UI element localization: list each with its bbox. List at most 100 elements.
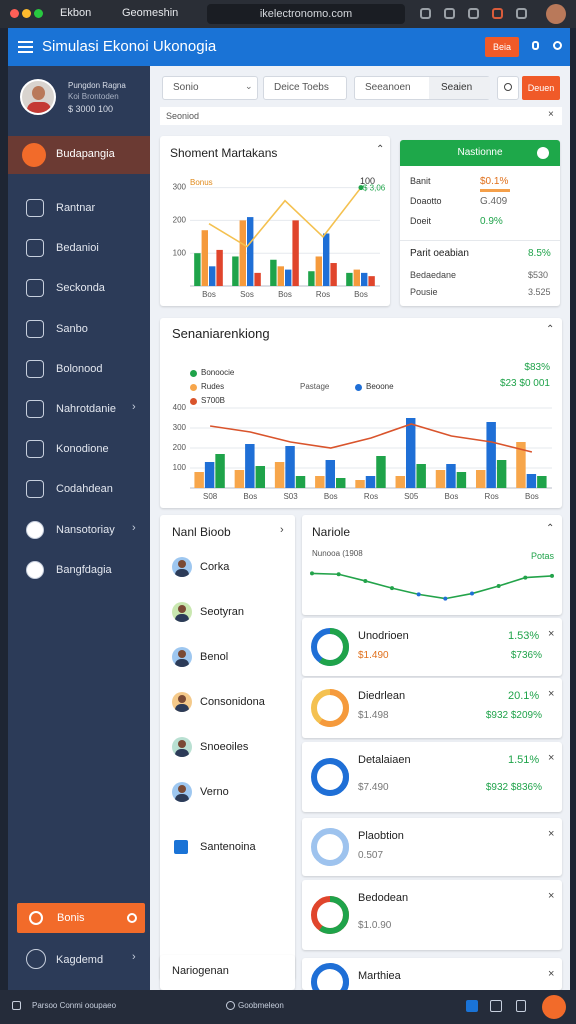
- nav-item[interactable]: Bedanioi: [8, 234, 150, 264]
- member-name[interactable]: Santenoina: [200, 841, 256, 853]
- browser-icon[interactable]: [420, 8, 431, 19]
- card-title: Shoment Martakans: [170, 146, 278, 160]
- nav-label: Kagdemd: [56, 954, 104, 966]
- trend-dot: [336, 572, 341, 577]
- window-dot: [34, 9, 43, 18]
- nav-icon: [22, 143, 46, 167]
- member-name[interactable]: Corka: [200, 561, 230, 573]
- item-change: $932 $209%: [485, 710, 542, 721]
- member-name[interactable]: Seotyran: [200, 606, 245, 618]
- chart: [310, 571, 554, 601]
- browser-icon[interactable]: [516, 8, 527, 19]
- menu-icon[interactable]: [18, 46, 33, 48]
- bar: [435, 470, 446, 488]
- chart: 100 200 300 Bos Sos Bos Ros Bos $ 3,06: [173, 183, 386, 299]
- summary-value: G.409: [480, 196, 508, 207]
- y-tick-label: 100: [173, 248, 187, 257]
- filter-field[interactable]: Seeanoen Seaien: [354, 76, 490, 100]
- y-tick-label: 200: [173, 215, 187, 224]
- member-name[interactable]: Snoeoiles: [200, 741, 249, 753]
- footer-icon: [12, 1001, 21, 1010]
- header-button[interactable]: Beia: [485, 37, 519, 57]
- url-bar[interactable]: ikelectronomo.com: [207, 4, 405, 24]
- menu-icon[interactable]: [18, 51, 33, 53]
- member-avatar[interactable]: [172, 647, 192, 667]
- trend-dot: [363, 578, 368, 583]
- bar: [295, 476, 306, 488]
- card-menu[interactable]: ⌃: [546, 324, 555, 335]
- section-value: 8.5%: [528, 248, 551, 259]
- nav-item[interactable]: Codahdean: [8, 475, 150, 505]
- member-icon[interactable]: [174, 840, 188, 854]
- header-icon[interactable]: [532, 41, 539, 50]
- bar: [274, 462, 285, 488]
- footer-icon[interactable]: [516, 1000, 526, 1012]
- member-avatar[interactable]: [172, 782, 192, 802]
- nav-item[interactable]: Konodione: [8, 435, 150, 465]
- check-icon: [537, 147, 549, 159]
- x-tick-label: Bos: [324, 492, 338, 501]
- close-icon[interactable]: ×: [548, 688, 555, 700]
- button-icon: [29, 911, 43, 925]
- bar: [376, 456, 386, 488]
- browser-tab[interactable]: Ekbon: [60, 7, 92, 19]
- summary-label: Banit: [410, 176, 431, 186]
- bar: [330, 263, 337, 286]
- ring-segment: [311, 689, 349, 727]
- icon-button[interactable]: [497, 76, 519, 100]
- browser-icon[interactable]: [468, 8, 479, 19]
- header-icon[interactable]: [553, 41, 562, 50]
- footer-icon[interactable]: [466, 1000, 478, 1012]
- browser-tab[interactable]: Geomeshin: [122, 7, 179, 19]
- member-name[interactable]: Consonidona: [200, 696, 265, 708]
- select-input[interactable]: Deice Toebs: [263, 76, 347, 100]
- footer-icon[interactable]: [490, 1000, 502, 1012]
- nav-item[interactable]: Sanbo: [8, 315, 150, 345]
- nav-item[interactable]: Rantnar: [8, 194, 150, 224]
- nav-item-active[interactable]: Budapangia: [8, 136, 150, 174]
- icon: [504, 83, 512, 91]
- browser-icon[interactable]: [492, 8, 503, 19]
- nav-item[interactable]: Seckonda: [8, 274, 150, 304]
- footer-action[interactable]: [542, 995, 566, 1019]
- x-tick-label: Ros: [316, 290, 330, 299]
- bar: [194, 253, 201, 286]
- close-icon[interactable]: ×: [548, 628, 555, 640]
- member-name[interactable]: Verno: [200, 786, 229, 798]
- search-input[interactable]: Sonio ⌄: [162, 76, 258, 100]
- close-icon[interactable]: ×: [548, 968, 555, 980]
- card-menu[interactable]: ⌃: [546, 523, 555, 534]
- trend-subtitle: Nunooa (1908: [312, 549, 363, 558]
- member-name[interactable]: Benol: [200, 651, 229, 663]
- avatar-head: [178, 605, 186, 613]
- chart-card: Senaniarenkiong ⌃ Rudes Beoone Bonoocie S700B…: [160, 318, 562, 508]
- member-avatar[interactable]: [172, 692, 192, 712]
- close-icon[interactable]: ×: [548, 828, 555, 840]
- nav-item[interactable]: Bolonood: [8, 355, 150, 385]
- nav-item[interactable]: Nansotoriay ›: [8, 516, 150, 546]
- sidebar-button[interactable]: Bonis: [17, 903, 145, 933]
- card-menu[interactable]: ⌃: [376, 144, 385, 155]
- nav-item[interactable]: Bangfdagia: [8, 556, 150, 586]
- member-avatar[interactable]: [172, 737, 192, 757]
- item-change: $736%: [510, 650, 542, 661]
- close-icon[interactable]: ×: [548, 890, 555, 902]
- close-icon[interactable]: ×: [548, 109, 554, 120]
- item-card: Bedodean $1.0.90 ×: [302, 880, 562, 950]
- x-tick-label: Bos: [354, 290, 368, 299]
- member-avatar[interactable]: [172, 602, 192, 622]
- y-tick-label: 200: [173, 443, 187, 452]
- browser-icon[interactable]: [444, 8, 455, 19]
- bar: [336, 478, 346, 488]
- nav-icon: [26, 560, 44, 579]
- menu-icon[interactable]: [18, 41, 33, 43]
- trend-dot: [310, 571, 314, 576]
- nav-item[interactable]: Nahrotdanie ›: [8, 395, 150, 425]
- member-avatar[interactable]: [172, 557, 192, 577]
- ring-segment: [311, 963, 349, 990]
- nav-item[interactable]: Kagdemd ›: [8, 946, 150, 976]
- bar: [456, 472, 467, 488]
- action-button[interactable]: Deuen: [522, 76, 560, 100]
- progress-bar: [480, 189, 510, 192]
- close-icon[interactable]: ×: [548, 752, 555, 764]
